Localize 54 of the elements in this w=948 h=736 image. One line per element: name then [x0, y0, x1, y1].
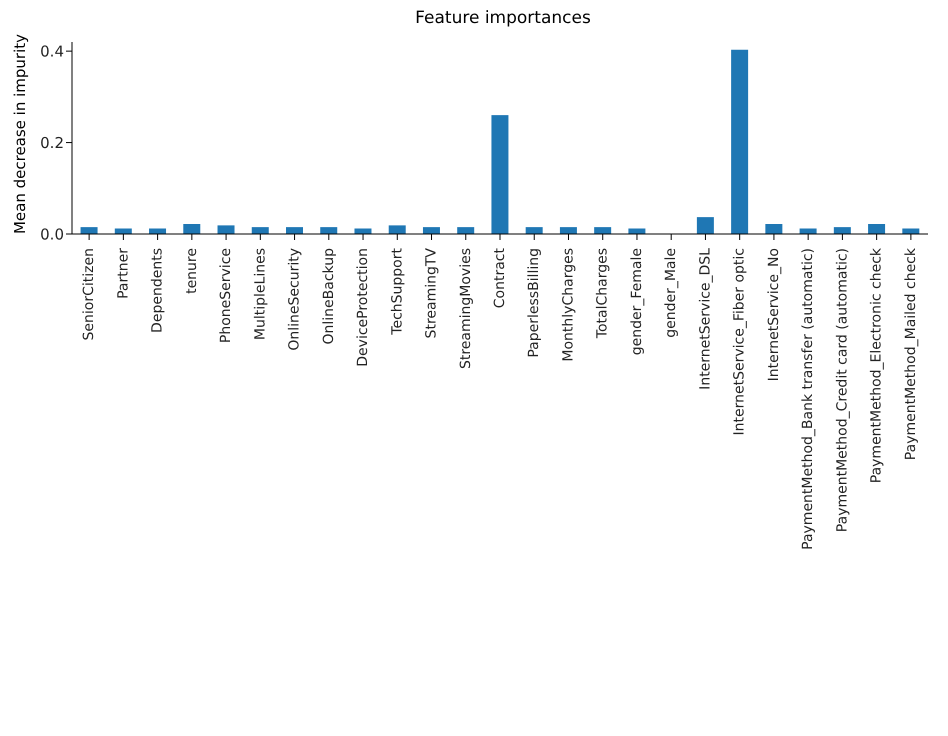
bar: [354, 228, 372, 234]
bar: [526, 227, 543, 234]
x-tick-label: StreamingTV: [424, 248, 440, 338]
x-tick-label: MonthlyCharges: [560, 248, 576, 362]
x-tick-label: gender_Female: [628, 248, 645, 356]
bar: [422, 227, 440, 234]
x-tick-label: Contract: [492, 248, 508, 308]
bar: [731, 50, 748, 234]
bar: [286, 227, 303, 234]
x-tick-label: gender_Male: [663, 248, 680, 338]
bar: [868, 224, 886, 234]
x-tick-label: PaymentMethod_Electronic check: [868, 247, 885, 484]
x-tick-label: PaymentMethod_Bank transfer (automatic): [800, 248, 816, 550]
x-tick-label: OnlineSecurity: [286, 248, 303, 351]
y-axis-title: Mean decrease in impurity: [11, 34, 30, 234]
bar: [218, 225, 235, 234]
x-tick-label: tenure: [184, 248, 200, 294]
x-tick-label: Dependents: [150, 248, 166, 333]
x-tick-label: InternetService_DSL: [697, 248, 714, 390]
x-tick-label: TotalCharges: [594, 248, 611, 340]
bar: [800, 228, 817, 234]
x-tick-label: InternetService_Fiber optic: [732, 248, 748, 436]
bar: [560, 227, 577, 234]
x-tick-label: PaperlessBilling: [526, 248, 542, 358]
bar: [696, 217, 714, 234]
bar: [491, 115, 508, 234]
x-tick-label: SeniorCitizen: [81, 248, 98, 340]
bar: [388, 225, 406, 234]
y-tick-label: 0.2: [40, 134, 64, 152]
bar: [183, 224, 200, 234]
bar: [252, 227, 269, 234]
chart-title: Feature importances: [414, 8, 592, 30]
x-tick-label: PaymentMethod_Credit card (automatic): [834, 248, 850, 532]
bar: [80, 227, 98, 234]
bar: [149, 228, 166, 234]
bar: [594, 227, 612, 234]
x-tick-label: MultipleLines: [252, 248, 268, 340]
x-tick-label: TechSupport: [389, 247, 406, 336]
bar: [628, 228, 646, 234]
bar: [320, 227, 338, 234]
y-tick-label: 0.0: [40, 225, 64, 244]
x-tick-label: OnlineBackup: [320, 248, 337, 344]
x-tick-label: InternetService_No: [766, 248, 782, 382]
x-tick-label: DeviceProtection: [355, 248, 372, 367]
bar: [834, 227, 851, 234]
x-tick-label: StreamingMovies: [458, 248, 474, 370]
bar: [902, 228, 920, 234]
bar: [457, 227, 474, 234]
bar: [114, 228, 132, 234]
x-tick-label: PaymentMethod_Mailed check: [902, 247, 919, 460]
bar: [765, 224, 782, 234]
y-tick-label: 0.4: [40, 42, 64, 60]
x-tick-label: PhoneService: [218, 248, 234, 344]
x-tick-label: Partner: [115, 248, 132, 299]
